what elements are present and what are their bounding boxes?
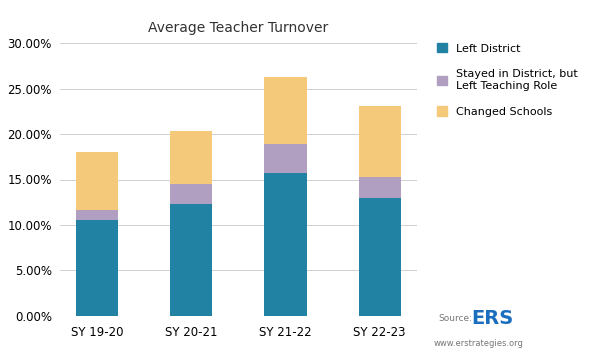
- Bar: [359, 177, 401, 198]
- Text: www.erstrategies.org: www.erstrategies.org: [434, 339, 524, 348]
- Bar: [76, 152, 118, 210]
- Bar: [264, 77, 307, 144]
- Bar: [170, 131, 213, 184]
- Text: ERS: ERS: [471, 309, 513, 328]
- Text: Source:: Source:: [438, 314, 472, 323]
- Legend: Left District, Stayed in District, but
Left Teaching Role, Changed Schools: Left District, Stayed in District, but L…: [437, 43, 578, 117]
- Bar: [264, 144, 307, 173]
- Title: Average Teacher Turnover: Average Teacher Turnover: [148, 21, 328, 35]
- Bar: [170, 184, 213, 204]
- Bar: [359, 106, 401, 177]
- Bar: [76, 210, 118, 220]
- Bar: [170, 204, 213, 316]
- Bar: [76, 220, 118, 316]
- Bar: [264, 173, 307, 316]
- Bar: [359, 198, 401, 316]
